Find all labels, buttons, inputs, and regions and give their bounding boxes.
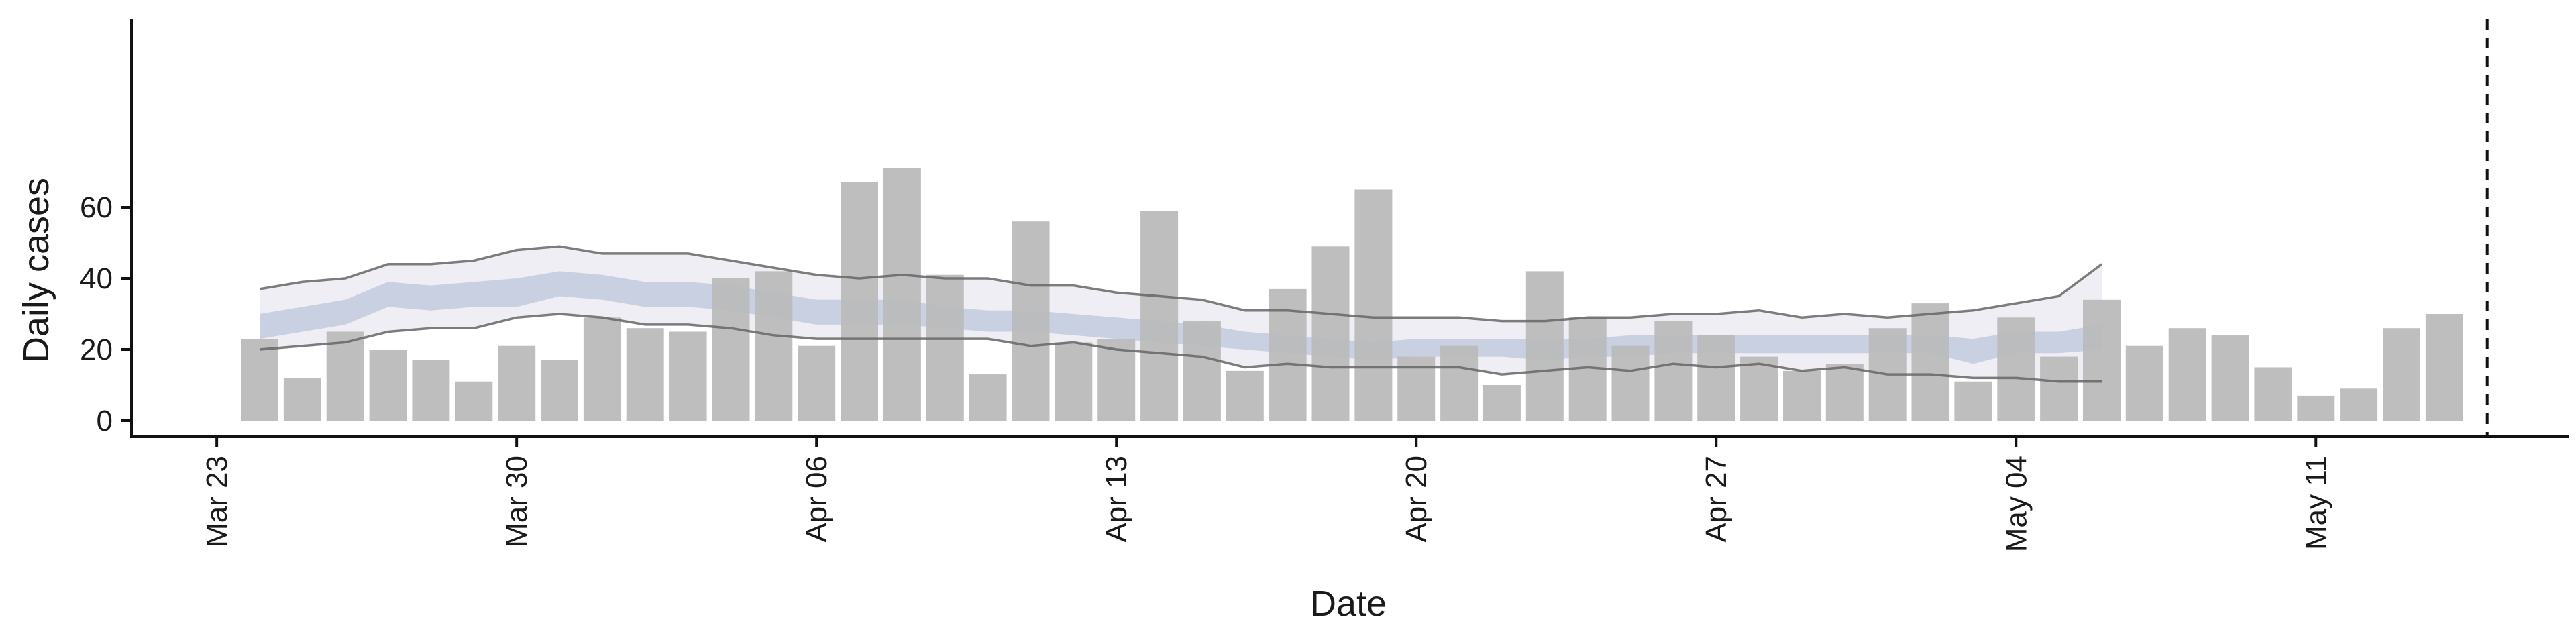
estimate-bands bbox=[260, 246, 2102, 382]
bar bbox=[1997, 317, 2035, 421]
bar bbox=[1954, 381, 1992, 421]
bar bbox=[2297, 395, 2335, 421]
outer-upper-line bbox=[259, 245, 2103, 323]
bar bbox=[1012, 221, 1050, 421]
bar bbox=[1654, 321, 1693, 421]
bar bbox=[1354, 189, 1393, 421]
bar bbox=[1097, 339, 1136, 421]
y-axis-title: Daily cases bbox=[16, 178, 56, 363]
bar bbox=[2211, 335, 2249, 421]
bar bbox=[1183, 321, 1221, 421]
x-tick-label: Mar 30 bbox=[500, 455, 533, 547]
bar bbox=[369, 350, 407, 421]
bar bbox=[283, 378, 321, 421]
x-tick-label: May 04 bbox=[2000, 455, 2033, 552]
x-tick-label: Apr 27 bbox=[1700, 455, 1733, 543]
bar bbox=[712, 278, 750, 421]
bar bbox=[2425, 314, 2463, 421]
bar bbox=[755, 271, 793, 421]
y-tick-label: 0 bbox=[97, 405, 113, 437]
bar bbox=[1911, 303, 1949, 421]
y-tick-label: 40 bbox=[80, 262, 113, 295]
bar bbox=[2383, 328, 2420, 421]
x-axis-title: Date bbox=[1310, 584, 1387, 624]
bar bbox=[1697, 335, 1735, 421]
bar bbox=[1740, 356, 1778, 421]
bar bbox=[1269, 288, 1307, 421]
bar bbox=[798, 345, 836, 421]
bar bbox=[241, 339, 278, 421]
bar bbox=[455, 381, 493, 421]
bar bbox=[412, 360, 450, 421]
bar bbox=[883, 168, 921, 421]
bar bbox=[326, 331, 364, 421]
bars-group bbox=[241, 168, 2463, 421]
y-tick-label: 20 bbox=[80, 333, 113, 366]
bar bbox=[1483, 385, 1521, 421]
bar bbox=[2168, 328, 2206, 421]
x-tick-label: May 11 bbox=[2300, 455, 2332, 550]
bar bbox=[669, 331, 707, 421]
y-axis-ticks: 0 20 40 60 bbox=[80, 191, 131, 437]
outer-estimate-band bbox=[260, 246, 2102, 382]
bar bbox=[969, 374, 1007, 421]
bar bbox=[1140, 211, 1179, 421]
bar bbox=[1311, 246, 1350, 421]
bar bbox=[841, 182, 878, 421]
bar bbox=[1226, 370, 1264, 421]
bar bbox=[2040, 356, 2078, 421]
bar bbox=[1525, 271, 1564, 421]
bar bbox=[1825, 364, 1864, 421]
estimate-band-lines bbox=[259, 245, 2103, 383]
x-tick-label: Mar 23 bbox=[201, 455, 233, 547]
x-tick-label: Apr 20 bbox=[1400, 455, 1433, 543]
bar bbox=[2254, 367, 2292, 421]
bar bbox=[1783, 370, 1821, 421]
x-tick-label: Apr 06 bbox=[800, 455, 833, 543]
bar bbox=[2125, 345, 2163, 421]
bar bbox=[2340, 388, 2378, 421]
bar bbox=[1055, 342, 1093, 421]
bar bbox=[1440, 345, 1479, 421]
bar bbox=[2083, 299, 2121, 421]
bar bbox=[926, 274, 964, 421]
bar bbox=[583, 317, 621, 421]
bar bbox=[1611, 345, 1650, 421]
y-tick-label: 60 bbox=[80, 191, 113, 224]
x-axis-ticks: Mar 23 Mar 30 Apr 06 Apr 13 Apr 20 Apr 27 May … bbox=[201, 437, 2332, 552]
axes bbox=[130, 19, 2569, 438]
outer-lower-line bbox=[259, 313, 2102, 383]
bar bbox=[541, 360, 578, 421]
bar bbox=[498, 345, 536, 421]
x-tick-label: Apr 13 bbox=[1100, 455, 1133, 543]
bar bbox=[626, 328, 664, 421]
